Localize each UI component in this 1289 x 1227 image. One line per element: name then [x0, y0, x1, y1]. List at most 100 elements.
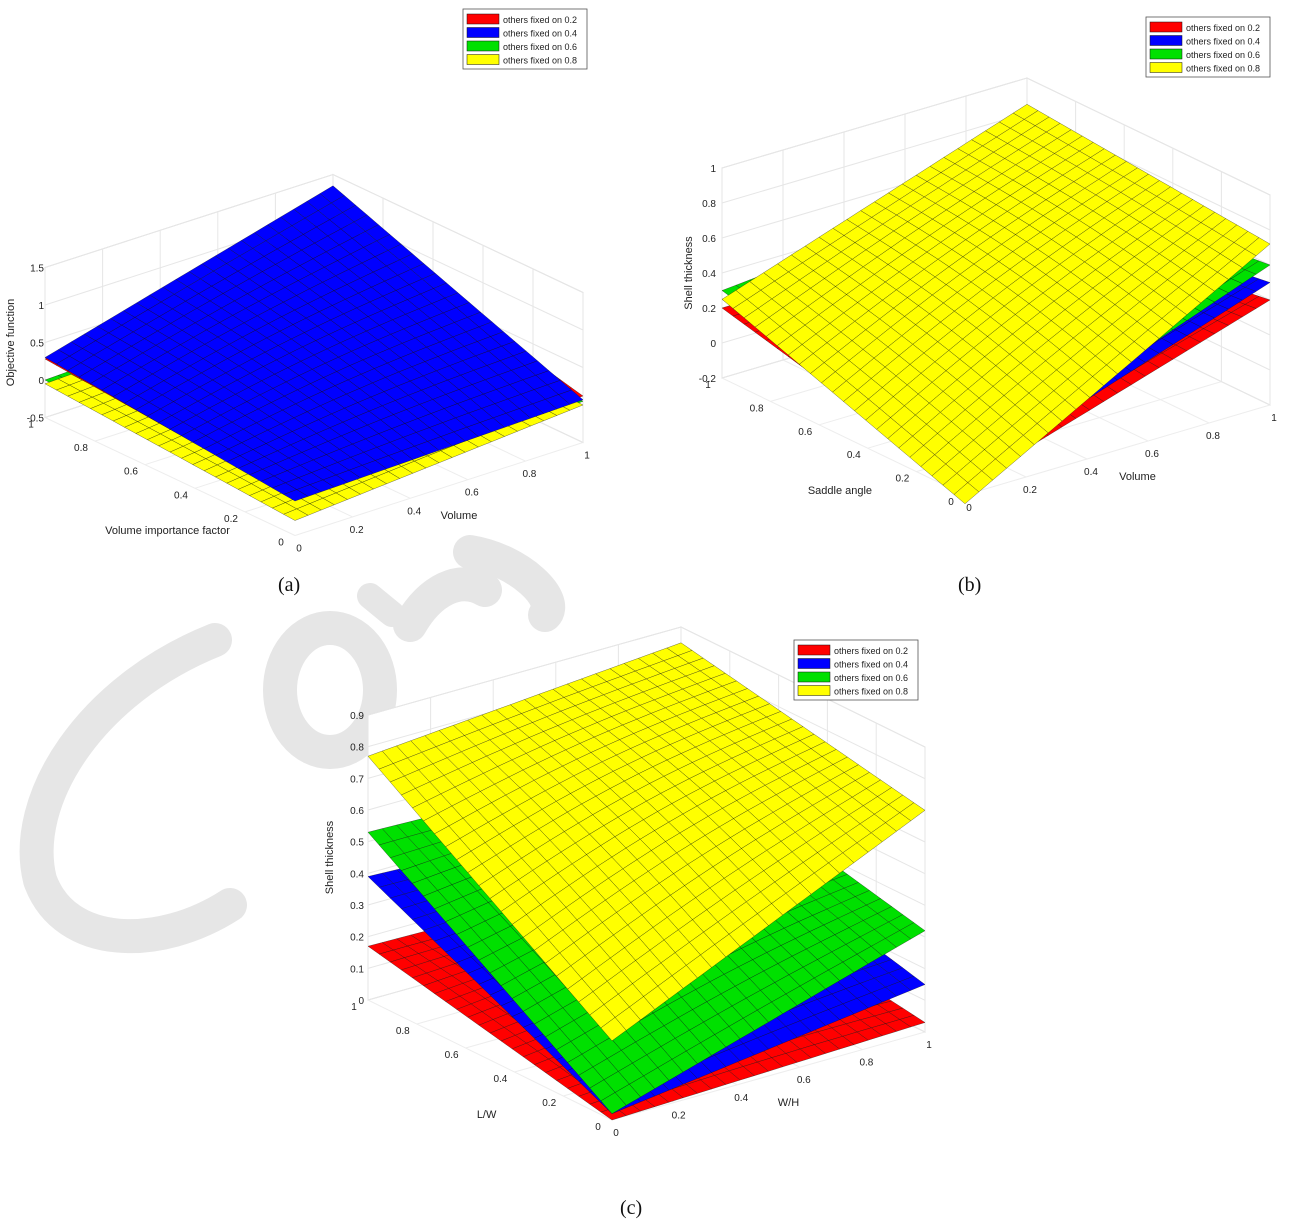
- x-tick-label: 0.2: [672, 1110, 686, 1121]
- x-tick-label: 0.4: [407, 506, 421, 517]
- legend-entry: others fixed on 0.2: [1186, 23, 1260, 33]
- legend-entry: others fixed on 0.6: [834, 673, 908, 683]
- x-tick-label: 1: [1271, 413, 1277, 424]
- legend-swatch: [797, 671, 831, 683]
- y-tick-label: 0.8: [74, 443, 88, 454]
- legend-swatch: [1149, 62, 1183, 73]
- y-tick-label: 0.2: [542, 1098, 556, 1109]
- legend-entry: others fixed on 0.8: [503, 56, 577, 66]
- z-tick-label: 0: [710, 339, 716, 350]
- caption-b: (b): [958, 574, 982, 596]
- x-axis-label: Volume: [441, 510, 478, 522]
- z-tick-label: 0.8: [350, 743, 364, 754]
- z-tick-label: 1.5: [30, 264, 44, 275]
- y-tick-label: 0: [948, 497, 954, 508]
- gridline: [611, 1031, 926, 1121]
- z-tick-label: 0.6: [702, 234, 716, 245]
- y-tick-label: 0.4: [847, 450, 861, 461]
- legend-swatch: [466, 54, 500, 65]
- x-axis-label: W/H: [778, 1097, 799, 1109]
- y-tick-label: 1: [351, 1002, 357, 1013]
- z-tick-label: 0.5: [350, 838, 364, 849]
- gridline: [44, 173, 584, 293]
- z-tick-label: 0.2: [350, 933, 364, 944]
- legend-entry: others fixed on 0.6: [1186, 50, 1260, 60]
- y-tick-label: 0: [595, 1122, 601, 1133]
- legend-swatch: [797, 644, 831, 656]
- y-tick-label: 0: [278, 538, 284, 549]
- legend-swatch: [1149, 35, 1183, 46]
- z-tick-label: 0.1: [350, 964, 364, 975]
- surfaces: [367, 642, 926, 1121]
- chart-panel-3: 00.20.40.60.8100.20.40.60.8100.10.20.30.…: [324, 626, 932, 1139]
- x-tick-label: 1: [926, 1040, 932, 1051]
- legend-swatch: [797, 685, 831, 696]
- gridline: [294, 442, 584, 536]
- z-axis-label: Objective function: [5, 299, 17, 386]
- z-tick-label: 0.9: [350, 711, 364, 722]
- y-tick-label: 0.4: [493, 1074, 507, 1085]
- caption-a: (a): [278, 574, 301, 596]
- legend-entry: others fixed on 0.4: [834, 660, 908, 670]
- legend-swatch: [1149, 21, 1183, 33]
- z-tick-label: 0: [358, 996, 364, 1007]
- gridline: [721, 377, 966, 496]
- gridline: [367, 626, 926, 748]
- z-tick-label: -0.2: [699, 374, 717, 385]
- legend-swatch: [466, 27, 500, 38]
- x-tick-label: 0.6: [465, 488, 479, 499]
- z-tick-label: 0.3: [350, 901, 364, 912]
- x-tick-label: 0.6: [1145, 449, 1159, 460]
- legend-entry: others fixed on 0.2: [503, 15, 577, 25]
- x-tick-label: 1: [584, 451, 590, 462]
- legend-swatch: [1149, 48, 1183, 60]
- legend-swatch: [466, 40, 500, 52]
- y-tick-label: 0.4: [174, 490, 188, 501]
- z-tick-label: 1: [710, 164, 716, 175]
- y-tick-label: 0.6: [798, 427, 812, 438]
- legend-entry: others fixed on 0.2: [834, 646, 908, 656]
- surface-others-fixed-on-04: [44, 185, 584, 502]
- z-axis-label: Shell thickness: [683, 236, 695, 310]
- x-tick-label: 0.8: [859, 1058, 873, 1069]
- x-tick-label: 0.8: [522, 469, 536, 480]
- y-tick-label: 0.6: [445, 1050, 459, 1061]
- x-tick-label: 0.4: [734, 1093, 748, 1104]
- legend-entry: others fixed on 0.4: [1186, 37, 1260, 47]
- x-tick-label: 0.2: [350, 525, 364, 536]
- surfaces: [721, 104, 1271, 505]
- x-tick-label: 0.4: [1084, 467, 1098, 478]
- z-tick-label: 0.8: [702, 199, 716, 210]
- y-tick-label: 0.6: [124, 467, 138, 478]
- legend-entry: others fixed on 0.8: [834, 687, 908, 697]
- legend-entry: others fixed on 0.8: [1186, 64, 1260, 74]
- z-tick-label: 0.6: [350, 806, 364, 817]
- y-axis-label: Volume importance factor: [105, 525, 230, 537]
- surface-others-fixed-on-08: [721, 104, 1271, 505]
- z-tick-label: 0.4: [702, 269, 716, 280]
- y-tick-label: 0.2: [895, 474, 909, 485]
- y-tick-label: 0.8: [396, 1026, 410, 1037]
- z-tick-label: 0.5: [30, 339, 44, 350]
- z-tick-label: 0.7: [350, 774, 364, 785]
- x-axis-label: Volume: [1119, 471, 1156, 483]
- x-tick-label: 0.8: [1206, 431, 1220, 442]
- y-axis-label: Saddle angle: [808, 485, 872, 497]
- axis-ticks: 00.20.40.60.8100.20.40.60.8100.10.20.30.…: [350, 711, 932, 1139]
- z-tick-label: 1: [38, 301, 44, 312]
- gridline: [964, 404, 1271, 496]
- gridline: [721, 77, 1271, 196]
- y-axis-label: L/W: [477, 1109, 497, 1121]
- x-tick-label: 0: [613, 1128, 619, 1139]
- surfaces: [44, 185, 584, 521]
- legend: others fixed on 0.2 others fixed on 0.4 ot…: [1145, 16, 1271, 78]
- legend-entry: others fixed on 0.6: [503, 42, 577, 52]
- legend-swatch: [466, 13, 500, 25]
- z-tick-label: -0.5: [27, 414, 45, 425]
- y-tick-label: 1: [28, 420, 34, 431]
- legend-swatch: [797, 658, 831, 669]
- chart-panel-1: 00.20.40.60.8100.20.40.60.81-0.500.511.5…: [5, 8, 590, 555]
- legend: others fixed on 0.2 others fixed on 0.4 ot…: [793, 639, 919, 701]
- x-tick-label: 0: [296, 544, 302, 555]
